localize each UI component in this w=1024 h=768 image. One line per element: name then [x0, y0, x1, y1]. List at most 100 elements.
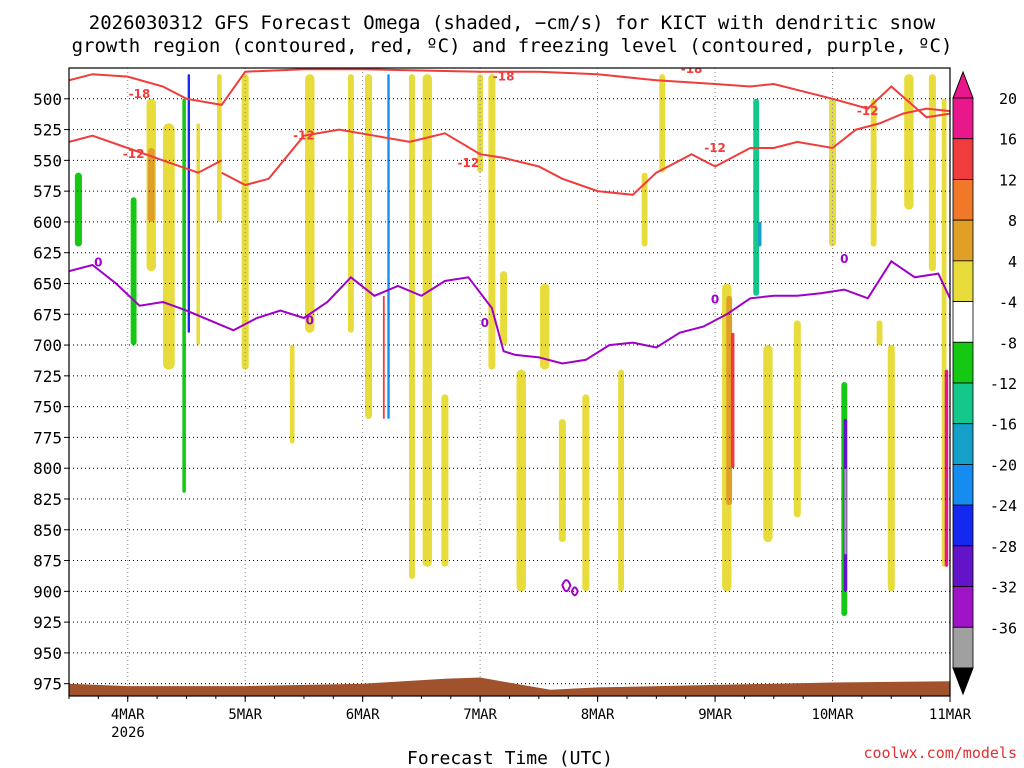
omega-cell — [289, 345, 295, 444]
omega-cell — [329, 148, 337, 333]
omega-cell — [130, 197, 137, 346]
omega-cell — [276, 98, 285, 247]
credit-text: coolwx.com/models — [863, 744, 1017, 762]
colorbar-swatch — [952, 179, 974, 221]
colorbar-swatch — [952, 260, 974, 302]
y-tick-label: 700 — [33, 336, 62, 355]
y-tick-label: 750 — [33, 398, 62, 417]
omega-cell — [69, 86, 82, 530]
isotherm-label: -12 — [123, 147, 145, 161]
omega-cell — [793, 320, 801, 518]
colorbar-swatch — [952, 504, 974, 547]
isotherm-label: 0 — [94, 256, 102, 270]
colorbar-swatch — [952, 301, 974, 343]
colorbar-swatch — [952, 423, 974, 465]
isotherm-line-0 — [69, 68, 950, 119]
isotherm-label: 0 — [840, 252, 848, 266]
colorbar-swatch — [952, 382, 974, 425]
x-tick-label: 4MAR — [111, 707, 145, 723]
omega-cell — [558, 418, 566, 543]
colorbar-label: -4 — [999, 294, 1017, 312]
isotherm-label: -12 — [857, 104, 879, 118]
colorbar-swatch — [952, 626, 974, 669]
y-tick-label: 850 — [33, 521, 62, 540]
chart-title-line1: 2026030312 GFS Forecast Omega (shaded, −… — [89, 12, 936, 34]
omega-cell — [162, 123, 175, 370]
isotherm-label: -18 — [129, 87, 151, 101]
x-axis-label: Forecast Time (UTC) — [407, 748, 613, 768]
omega-cell — [500, 271, 508, 346]
terrain-fill — [69, 677, 950, 696]
isotherm-lines: -18 -18 -18 -12 -12 -12 -12 -12 0 0 0 0 0 — [69, 62, 950, 597]
omega-cell — [730, 332, 735, 469]
y-tick-label: 725 — [33, 367, 62, 386]
x-tick-label: 5MAR — [228, 707, 262, 723]
omega-cell — [858, 86, 866, 284]
plot-area: -18 -18 -18 -12 -12 -12 -12 -12 0 0 0 0 0 — [69, 62, 950, 696]
omega-cell — [747, 74, 754, 247]
colorbar-label: 16 — [999, 131, 1017, 149]
colorbar-label: -32 — [990, 579, 1017, 597]
isotherm-line-3 — [69, 259, 950, 365]
colorbar-swatch — [952, 464, 974, 506]
omega-cell — [641, 172, 648, 247]
omega-cell — [753, 98, 760, 296]
omega-cell — [365, 74, 373, 419]
omega-cell — [876, 320, 883, 346]
omega-cell — [488, 74, 496, 370]
isotherm-label: -12 — [704, 141, 726, 155]
y-tick-label: 525 — [33, 121, 62, 140]
colorbar-label: 12 — [999, 171, 1017, 189]
omega-cell — [347, 74, 354, 333]
omega-cell — [706, 74, 713, 173]
omega-cell — [254, 74, 260, 272]
y-tick-label: 875 — [33, 552, 62, 571]
y-tick-label: 950 — [33, 644, 62, 663]
isotherm-line-2 — [221, 107, 950, 196]
omega-cell — [196, 123, 200, 346]
isotherm-line-1 — [69, 134, 223, 174]
x-tick-label: 8MAR — [581, 707, 615, 723]
colorbar-swatch — [952, 97, 974, 140]
y-tick-label: 925 — [33, 613, 62, 632]
omega-cell — [147, 148, 155, 222]
omega-cell — [844, 468, 847, 555]
y-tick-label: 500 — [33, 90, 62, 109]
freezing-level-loop — [570, 586, 579, 597]
colorbar: 20 16 12 8 4 -4 -8 -12 -16 -20 -24 -28 -32 -36 — [952, 70, 1017, 696]
y-tick-label: 600 — [33, 213, 62, 232]
x-axis-ticks: 4MAR 5MAR 6MAR 7MAR 8MAR 9MAR 10MAR 11MAR — [68, 696, 972, 723]
x-tick-label: 7MAR — [463, 707, 497, 723]
y-tick-label: 775 — [33, 428, 62, 447]
omega-cell — [217, 74, 222, 222]
colorbar-label: -24 — [990, 497, 1017, 515]
isotherm-label: 0 — [481, 316, 489, 330]
omega-cell — [222, 86, 233, 419]
isotherm-label: -18 — [493, 70, 515, 84]
omega-cell — [409, 74, 415, 580]
omega-cell — [582, 394, 590, 592]
colorbar-label: -12 — [990, 375, 1017, 393]
isotherm-label: -18 — [681, 62, 703, 76]
freezing-level-loop — [561, 579, 572, 593]
omega-cell — [441, 394, 449, 567]
omega-cell — [387, 74, 390, 419]
omega-cell — [600, 345, 607, 506]
x-tick-label: 11MAR — [929, 707, 972, 723]
omega-cell — [516, 369, 526, 592]
colorbar-label: -28 — [990, 538, 1017, 556]
colorbar-label: -36 — [990, 619, 1017, 637]
omega-cell — [776, 468, 784, 567]
omega-cell — [763, 345, 773, 543]
omega-cell — [757, 221, 762, 247]
colorbar-label: -20 — [990, 456, 1017, 474]
omega-cell — [182, 98, 186, 493]
x-tick-year-label: 2026 — [111, 725, 145, 741]
omega-cell — [103, 74, 118, 419]
y-tick-label: 575 — [33, 182, 62, 201]
y-tick-label: 675 — [33, 305, 62, 324]
omega-cell — [817, 74, 825, 296]
omega-cell — [870, 98, 877, 247]
isotherm-label: -12 — [293, 129, 315, 143]
omega-cell — [188, 98, 196, 666]
